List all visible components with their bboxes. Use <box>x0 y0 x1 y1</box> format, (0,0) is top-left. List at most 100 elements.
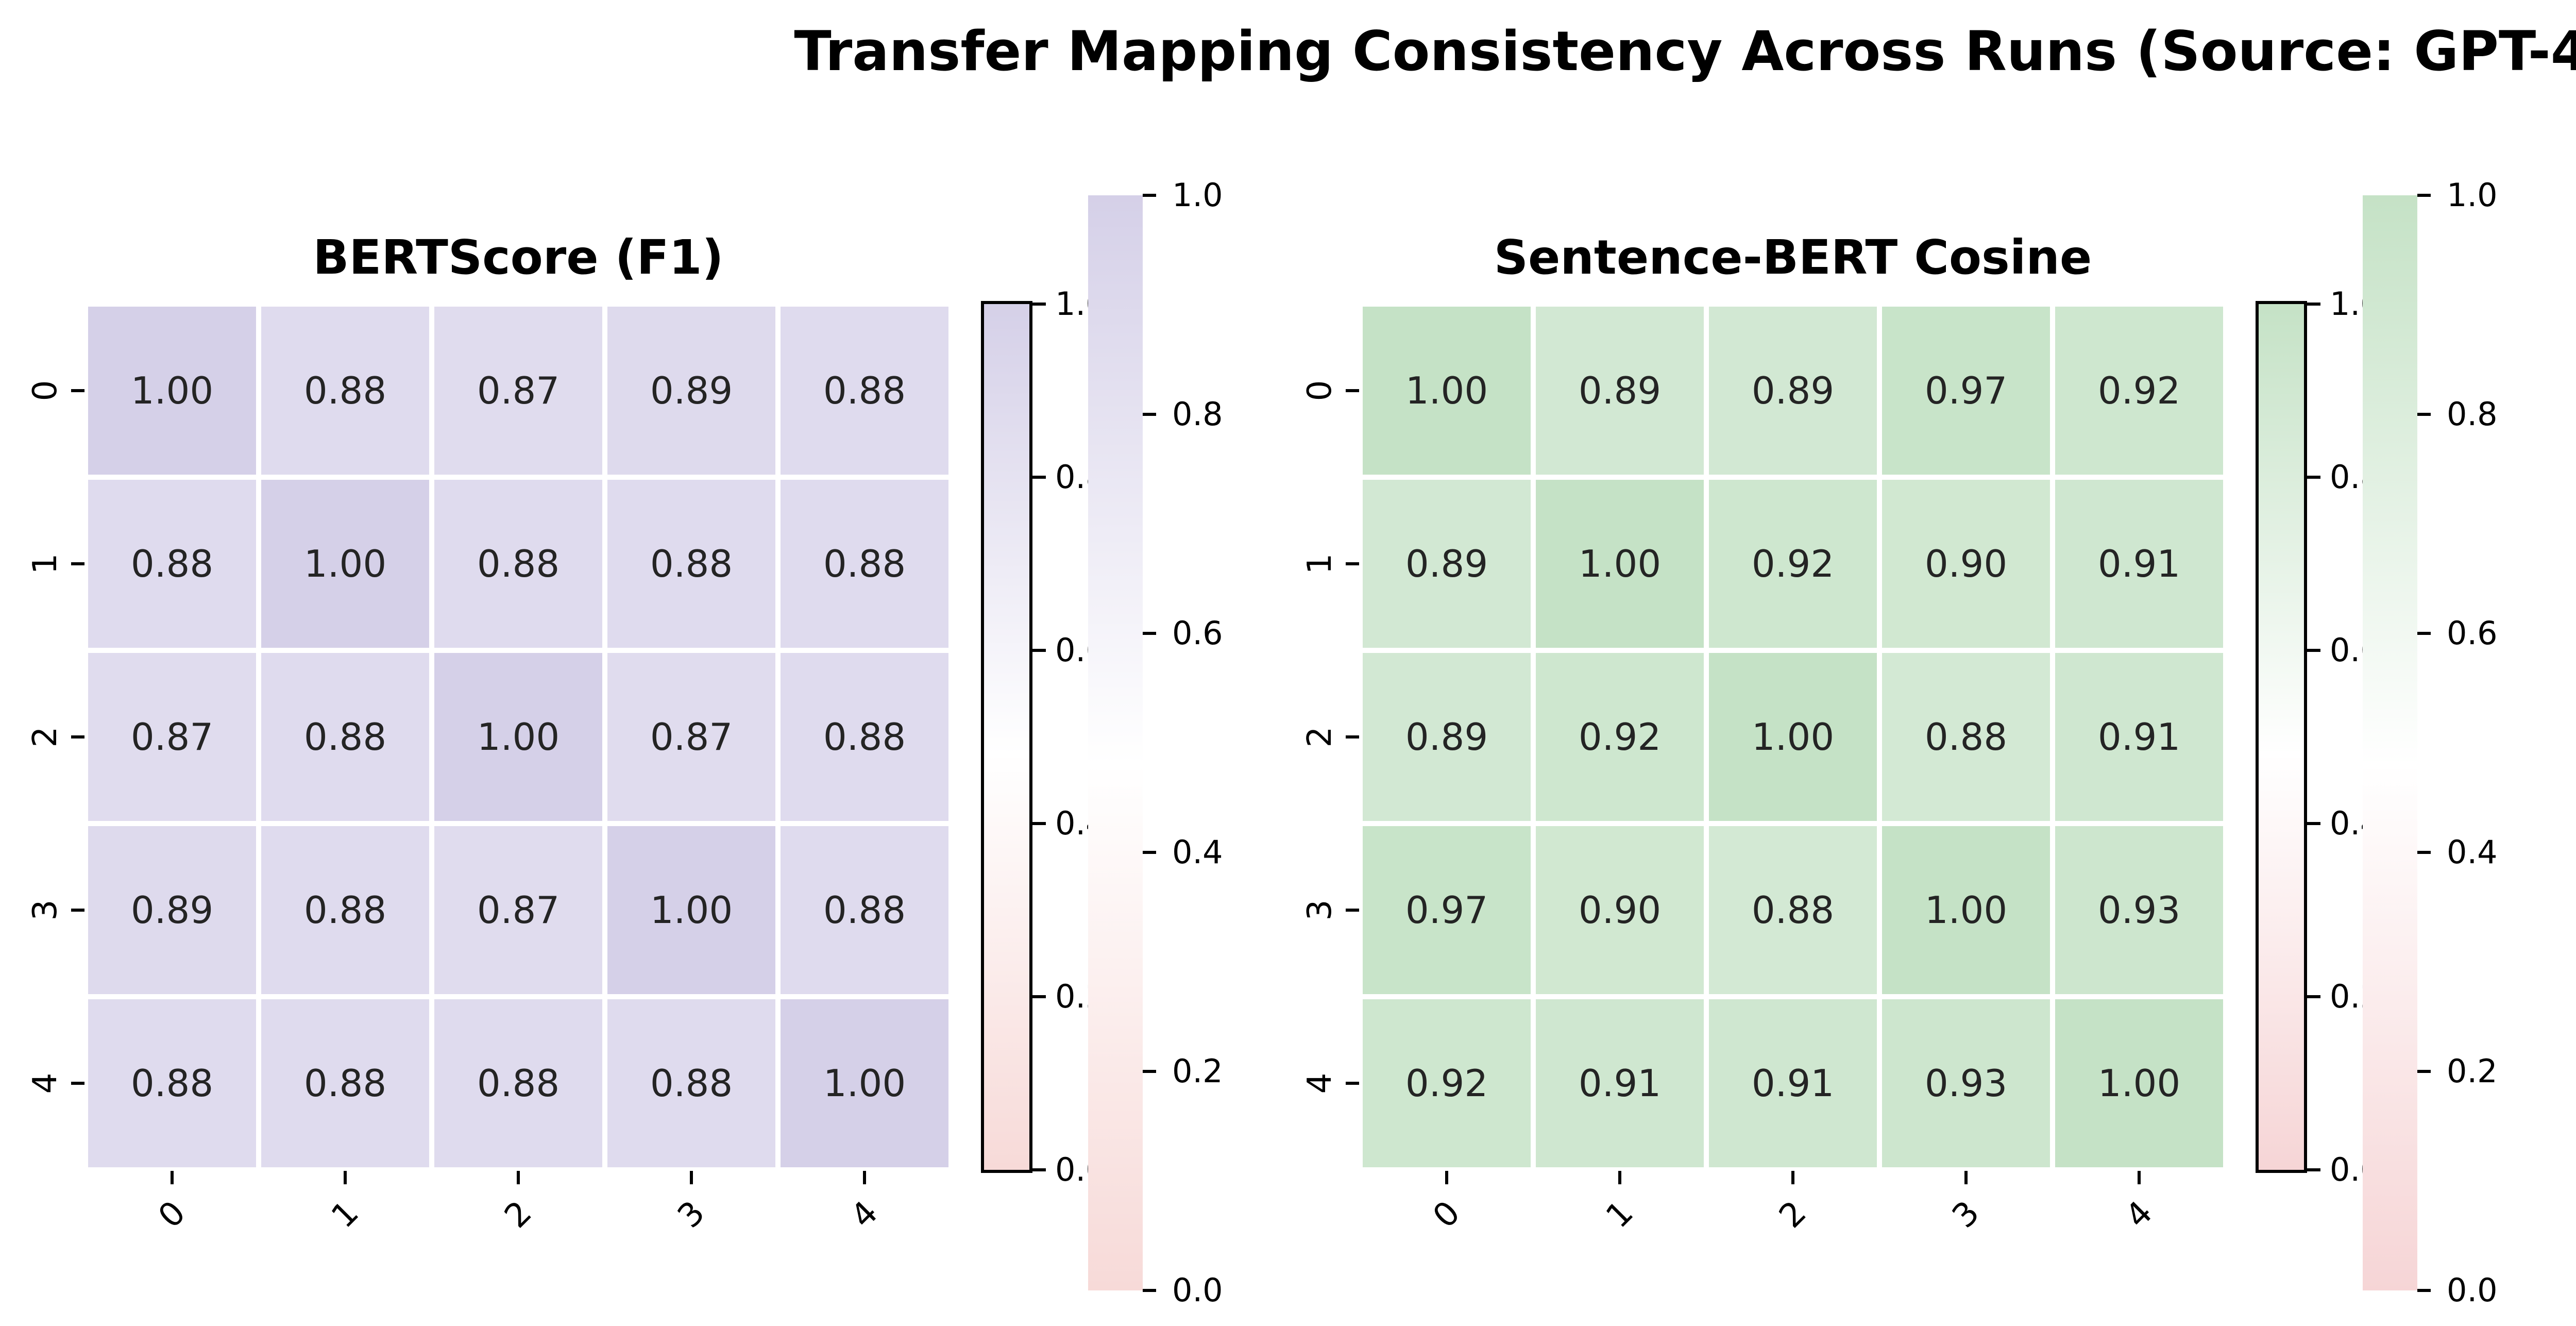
colorbar-tick <box>2417 632 2431 635</box>
heatmap-cell: 0.88 <box>1879 650 2053 824</box>
heatmap-cell: 0.89 <box>605 304 778 477</box>
cell-value: 1.00 <box>650 888 733 932</box>
heatmap-cell: 1.00 <box>605 824 778 997</box>
colorbar-tick <box>1143 413 1156 416</box>
heatmap-cell: 0.91 <box>1533 997 1706 1170</box>
cell-value: 0.88 <box>823 369 906 412</box>
y-tick <box>1346 562 1359 565</box>
colorbar-tick-label: 0.6 <box>2447 614 2498 652</box>
cell-value: 0.88 <box>1924 715 2008 759</box>
y-tick <box>1346 735 1359 738</box>
heatmap-cell: 1.00 <box>2053 997 2226 1170</box>
heatmap-cell: 0.87 <box>432 304 605 477</box>
cell-value: 0.90 <box>1578 888 1662 932</box>
heatmap-cell: 1.00 <box>1360 304 1533 477</box>
cell-value: 0.87 <box>477 369 560 412</box>
heatmap-cell: 0.87 <box>432 824 605 997</box>
heatmap-cell: 0.88 <box>86 477 259 650</box>
colorbar-tick-label: 0.2 <box>2447 1052 2498 1090</box>
colorbar-tick <box>1032 1168 1046 1171</box>
heatmap-cell: 0.89 <box>1706 304 1879 477</box>
cell-value: 0.87 <box>650 715 733 759</box>
y-tick <box>71 562 84 565</box>
cell-value: 0.91 <box>2097 715 2181 759</box>
colorbar-tick <box>2417 194 2431 197</box>
y-tick <box>1346 909 1359 912</box>
cell-value: 0.89 <box>1578 369 1662 412</box>
heatmap-cell: 0.97 <box>1360 824 1533 997</box>
colorbar-tick <box>2307 1168 2320 1171</box>
cell-value: 1.00 <box>1405 369 1488 412</box>
cell-value: 0.88 <box>650 1062 733 1105</box>
colorbar-tick <box>1143 1070 1156 1073</box>
heatmap-cell: 0.88 <box>432 477 605 650</box>
heatmap-cell: 0.88 <box>1706 824 1879 997</box>
heatmap-cell: 0.97 <box>1879 304 2053 477</box>
figure-title: Transfer Mapping Consistency Across Runs… <box>794 20 2576 83</box>
x-tick <box>344 1171 347 1184</box>
cell-value: 0.90 <box>1924 542 2008 585</box>
heatmap-cell: 0.92 <box>1533 650 1706 824</box>
cell-value: 0.88 <box>477 1062 560 1105</box>
heatmap-cell: 0.88 <box>778 824 951 997</box>
heatmap-cell: 0.93 <box>1879 997 2053 1170</box>
colorbar-framed <box>2256 301 2307 1173</box>
heatmap-cell: 0.88 <box>259 824 432 997</box>
cell-value: 0.92 <box>1405 1062 1488 1105</box>
x-tick <box>1445 1171 1448 1184</box>
colorbar-tick <box>1143 632 1156 635</box>
cell-value: 0.97 <box>1405 888 1488 932</box>
heatmap-cell: 0.88 <box>778 650 951 824</box>
y-tick <box>1346 1082 1359 1085</box>
y-tick <box>71 389 84 392</box>
colorbar-tick <box>2417 413 2431 416</box>
y-tick <box>71 735 84 738</box>
heatmap-cell: 0.91 <box>1706 997 1879 1170</box>
heatmap-cell: 0.91 <box>2053 650 2226 824</box>
cell-value: 0.91 <box>1578 1062 1662 1105</box>
cell-value: 0.92 <box>1578 715 1662 759</box>
colorbar-tick <box>1143 194 1156 197</box>
cell-value: 0.89 <box>130 888 214 932</box>
cell-value: 1.00 <box>823 1062 906 1105</box>
colorbar-tick-label: 0.4 <box>2447 833 2498 871</box>
y-tick <box>71 1082 84 1085</box>
y-tick-label: 3 <box>2573 888 2576 932</box>
cell-value: 1.00 <box>2097 1062 2181 1105</box>
colorbar-tick-label: 0.0 <box>2447 1271 2498 1309</box>
colorbar-tick-label: 0.6 <box>1172 614 1223 652</box>
cell-value: 1.00 <box>1751 715 1835 759</box>
x-tick <box>517 1171 520 1184</box>
x-tick <box>863 1171 866 1184</box>
cell-value: 1.00 <box>303 542 387 585</box>
heatmap-cell: 0.89 <box>1533 304 1706 477</box>
heatmap-cell: 0.92 <box>2053 304 2226 477</box>
colorbar-outer <box>2363 195 2417 1290</box>
colorbar-tick-label: 0.4 <box>1172 833 1223 871</box>
colorbar-tick <box>1032 995 1046 998</box>
cell-value: 0.88 <box>303 715 387 759</box>
x-tick <box>1964 1171 1968 1184</box>
colorbar-tick <box>2307 822 2320 825</box>
colorbar-framed <box>981 301 1032 1173</box>
colorbar-tick <box>1032 649 1046 652</box>
cell-value: 0.88 <box>1751 888 1835 932</box>
y-tick-label: 0 <box>2573 369 2576 412</box>
colorbar-tick-label: 1.0 <box>2447 176 2498 214</box>
cell-value: 0.88 <box>303 1062 387 1105</box>
colorbar-tick <box>2307 649 2320 652</box>
x-tick <box>1791 1171 1794 1184</box>
heatmap-cell: 0.88 <box>778 477 951 650</box>
heatmap-cell: 1.00 <box>1879 824 2053 997</box>
heatmap-cell: 0.88 <box>86 997 259 1170</box>
colorbar-tick <box>2307 476 2320 479</box>
cell-value: 0.93 <box>2097 888 2181 932</box>
cell-value: 0.89 <box>650 369 733 412</box>
heatmap-grid: 1.00 0.88 0.87 0.89 0.88 0.88 1.00 0.88 0.88 0.88… <box>86 304 951 1170</box>
cell-value: 0.88 <box>477 542 560 585</box>
colorbar-outer <box>1088 195 1143 1290</box>
colorbar-tick <box>2417 851 2431 854</box>
heatmap-cell: 1.00 <box>1533 477 1706 650</box>
cell-value: 0.97 <box>1924 369 2008 412</box>
